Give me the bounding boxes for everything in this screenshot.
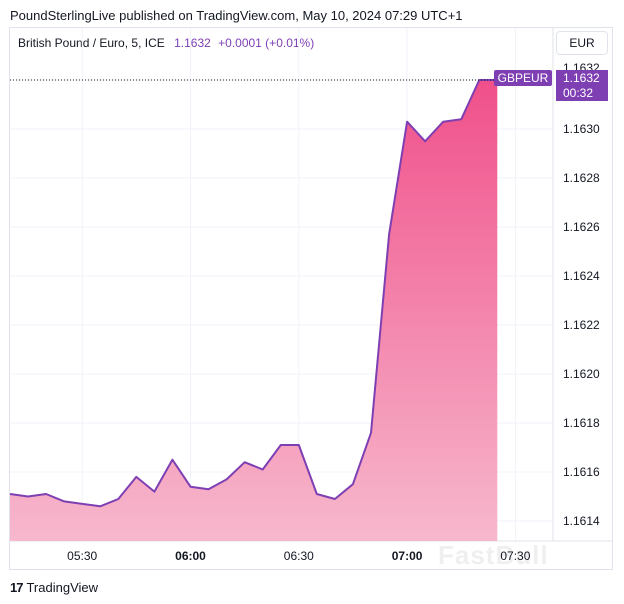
data-point	[99, 505, 101, 507]
data-point	[135, 476, 137, 478]
data-point	[63, 500, 65, 502]
data-point	[244, 461, 246, 463]
currency-selector[interactable]: EUR	[556, 31, 608, 55]
price-tag: GBPEUR 1.1632 00:32	[494, 70, 608, 101]
data-point	[388, 233, 390, 235]
footer-brand[interactable]: TradingView	[26, 580, 99, 595]
data-point	[370, 432, 372, 434]
data-point	[190, 486, 192, 488]
y-tick-label: 1.1618	[563, 416, 600, 430]
y-tick-label: 1.1626	[563, 220, 600, 234]
legend-change: +0.0001 (+0.01%)	[218, 36, 315, 50]
data-point	[280, 444, 282, 446]
data-point	[334, 498, 336, 500]
x-tick-label: 07:30	[500, 549, 530, 563]
data-point	[208, 488, 210, 490]
y-tick-label: 1.1622	[563, 318, 600, 332]
data-point	[262, 469, 264, 471]
chart-legend: British Pound / Euro, 5, ICE 1.1632 +0.0…	[18, 36, 314, 50]
x-tick-label: 06:30	[284, 549, 314, 563]
data-point	[424, 140, 426, 142]
data-point	[45, 493, 47, 495]
data-point	[9, 493, 11, 495]
y-tick-label: 1.1624	[563, 269, 600, 283]
tradingview-logo-icon: 17	[10, 580, 24, 595]
price-area	[10, 80, 498, 541]
footer: 17 TradingView	[10, 580, 98, 595]
data-point	[81, 503, 83, 505]
x-tick-label: 05:30	[67, 549, 97, 563]
symbol-tag-label: GBPEUR	[498, 71, 549, 85]
price-tag-countdown: 00:32	[563, 86, 593, 100]
chart-frame	[9, 27, 613, 570]
data-point	[352, 483, 354, 485]
data-point	[298, 444, 300, 446]
y-tick-label: 1.1616	[563, 465, 600, 479]
symbol-label: British Pound / Euro, 5, ICE	[18, 36, 165, 50]
legend-price: 1.1632	[174, 36, 211, 50]
symbol-tag	[494, 70, 552, 86]
y-tick-label: 1.1620	[563, 367, 600, 381]
data-point	[226, 478, 228, 480]
data-point	[442, 121, 444, 123]
data-point	[117, 498, 119, 500]
price-tag-box	[556, 70, 608, 101]
x-axis: 05:30 06:00 06:30 07:00 07:30	[67, 549, 531, 563]
data-point	[27, 496, 29, 498]
published-caption: PoundSterlingLive published on TradingVi…	[10, 8, 463, 23]
y-tick-label: 1.1628	[563, 171, 600, 185]
data-point	[153, 491, 155, 493]
data-point	[406, 121, 408, 123]
x-tick-label: 06:00	[175, 549, 206, 563]
y-tick-label: 1.1630	[563, 122, 600, 136]
fastbull-watermark: FastBull	[438, 540, 549, 570]
price-tag-price: 1.1632	[563, 71, 600, 85]
data-point	[316, 493, 318, 495]
y-axis: 1.1632 1.1630 1.1628 1.1626 1.1624 1.1622 1.16…	[563, 61, 600, 528]
data-point	[460, 118, 462, 120]
y-tick-label: 1.1614	[563, 514, 600, 528]
data-point	[171, 459, 173, 461]
price-line	[9, 79, 498, 508]
x-tick-label: 07:00	[392, 549, 423, 563]
